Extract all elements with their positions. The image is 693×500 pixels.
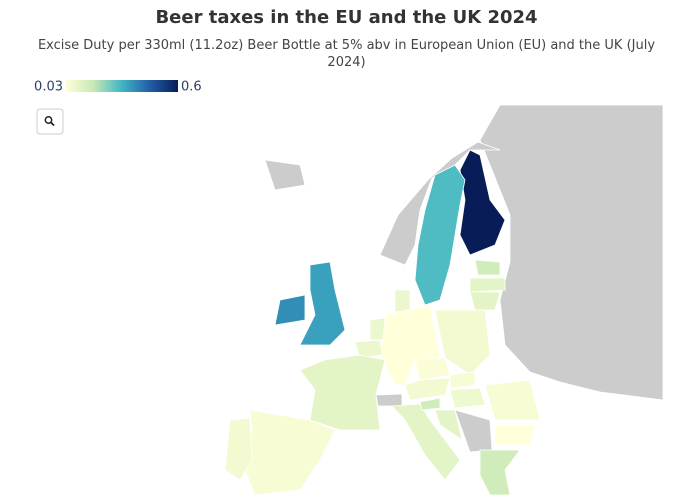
non-eu-land: [264, 104, 664, 453]
country: [469, 291, 501, 311]
country: [484, 379, 541, 421]
country: [274, 294, 306, 326]
countries: [224, 149, 541, 496]
country: [414, 357, 451, 381]
country: [434, 409, 463, 441]
country: [414, 164, 466, 306]
chart-title: Beer taxes in the EU and the UK 2024: [155, 7, 538, 28]
zoom-box[interactable]: [36, 108, 64, 135]
country: [419, 397, 441, 411]
country: [474, 259, 501, 276]
country: [299, 261, 346, 346]
country: [449, 387, 486, 409]
country: [224, 417, 253, 481]
country: [469, 277, 506, 293]
country: [494, 424, 536, 446]
colorbar-tick-label: 0.03: [34, 80, 63, 95]
country: [404, 377, 451, 401]
country: [449, 371, 476, 389]
country: [299, 354, 386, 431]
zoom-icon-handle: [50, 121, 55, 127]
country: [369, 317, 386, 341]
chart-subtitle: Excise Duty per 330ml (11.2oz) Beer Bott…: [37, 38, 656, 70]
colorbar: [65, 80, 178, 92]
country: [354, 339, 383, 359]
country: [394, 289, 411, 313]
zoom-icon: [44, 116, 53, 124]
colorbar-tick-label: 0.6: [181, 80, 202, 95]
zoom-button[interactable]: [36, 108, 64, 135]
country: [479, 449, 521, 496]
country: [434, 309, 491, 376]
